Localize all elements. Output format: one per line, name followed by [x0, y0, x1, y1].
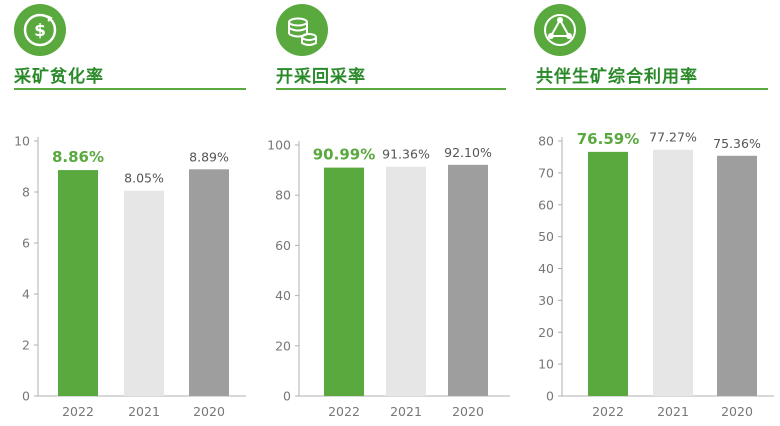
- bar-value-label: 75.36%: [713, 136, 761, 151]
- bar-chart-utilization: 0 10 20 30 40 50 60 70 80 76.59% 2022 77.27% 2021 75.…: [538, 130, 774, 419]
- bar-2021: [653, 149, 693, 396]
- bar-value-label: 8.86%: [52, 148, 104, 166]
- bar-2022: [58, 170, 98, 396]
- svg-text:$: $: [34, 21, 46, 41]
- y-tick-label: 30: [538, 293, 554, 308]
- bar-2021: [386, 166, 426, 396]
- title-underline: [536, 88, 768, 90]
- title-underline: [14, 88, 246, 90]
- y-tick-label: 0: [22, 389, 30, 404]
- dollar-coin-icon: $: [14, 4, 66, 56]
- panel-dilution-rate: $ 采矿贫化率 0 2 4 6 8 10 8.86% 2022 8.05% 2021 8.89% 20…: [0, 0, 250, 426]
- x-tick-label: 2022: [328, 404, 360, 419]
- y-tick-label: 50: [538, 229, 554, 244]
- bar-chart-recovery: 0 20 40 60 80 100 90.99% 2022 91.36% 2021 92.10% 20…: [267, 138, 510, 419]
- y-tick-label: 40: [538, 261, 554, 276]
- y-tick-label: 80: [538, 134, 554, 149]
- x-tick-label: 2022: [62, 404, 94, 419]
- panel-recovery-rate: 开采回采率 0 20 40 60 80 100 90.99% 2022 91.36% 2021 92…: [262, 0, 512, 426]
- y-tick-label: 10: [14, 134, 30, 149]
- bar-value-label: 92.10%: [444, 145, 492, 160]
- bar-value-label: 90.99%: [313, 146, 375, 164]
- y-tick-label: 70: [538, 165, 554, 180]
- y-tick-label: 20: [275, 338, 291, 353]
- x-tick-label: 2020: [721, 404, 753, 419]
- bar-value-label: 8.89%: [189, 149, 229, 164]
- y-tick-label: 80: [275, 188, 291, 203]
- bar-2020: [717, 155, 757, 396]
- bar-value-label: 91.36%: [382, 147, 430, 162]
- panel-title: 共伴生矿综合利用率: [536, 67, 698, 87]
- x-tick-label: 2021: [128, 404, 160, 419]
- bar-2022: [324, 167, 364, 396]
- y-tick-label: 40: [275, 288, 291, 303]
- bar-value-label: 8.05%: [124, 171, 164, 186]
- y-tick-label: 20: [538, 325, 554, 340]
- bar-2020: [189, 169, 229, 396]
- x-tick-label: 2021: [657, 404, 689, 419]
- title-underline: [276, 88, 506, 90]
- panel-title: 采矿贫化率: [14, 67, 104, 87]
- x-tick-label: 2020: [452, 404, 484, 419]
- y-tick-label: 60: [538, 197, 554, 212]
- y-tick-label: 60: [275, 238, 291, 253]
- y-tick-label: 0: [546, 389, 554, 404]
- y-tick-label: 8: [22, 185, 30, 200]
- y-tick-label: 6: [22, 236, 30, 251]
- recycle-triangle-icon: [534, 4, 586, 56]
- panel-utilization-rate: 共伴生矿综合利用率 0 10 20 30 40 50 60 70 80 76.59% 2022 77.…: [522, 0, 778, 426]
- y-tick-label: 100: [267, 138, 291, 153]
- y-tick-label: 4: [22, 287, 30, 302]
- x-tick-label: 2021: [390, 404, 422, 419]
- y-tick-label: 10: [538, 357, 554, 372]
- bar-2021: [124, 190, 164, 396]
- panel-title: 开采回采率: [276, 67, 366, 87]
- bar-chart-dilution: 0 2 4 6 8 10 8.86% 2022 8.05% 2021 8.89% 2020: [14, 134, 246, 419]
- bar-2020: [448, 164, 488, 396]
- coin-stack-icon: [276, 4, 328, 56]
- bar-2022: [588, 151, 628, 396]
- y-tick-label: 0: [283, 389, 291, 404]
- bar-value-label: 77.27%: [649, 130, 697, 145]
- x-tick-label: 2022: [592, 404, 624, 419]
- bar-value-label: 76.59%: [577, 130, 639, 148]
- y-tick-label: 2: [22, 338, 30, 353]
- x-tick-label: 2020: [193, 404, 225, 419]
